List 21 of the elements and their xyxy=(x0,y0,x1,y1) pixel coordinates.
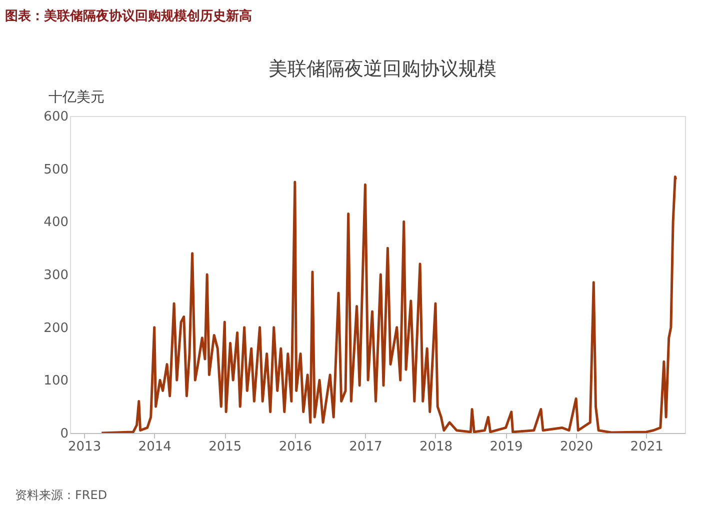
y-tick-label: 200 xyxy=(44,320,68,336)
x-tick-label: 2021 xyxy=(630,440,664,454)
y-axis-title: 十亿美元 xyxy=(48,90,104,106)
x-tick-label: 2015 xyxy=(208,440,242,454)
x-tick-label: 2013 xyxy=(68,440,102,454)
y-tick-label: 600 xyxy=(44,110,68,124)
y-tick-label: 400 xyxy=(44,215,68,230)
y-tick-label: 0 xyxy=(60,426,68,442)
x-tick-label: 2017 xyxy=(349,440,382,454)
x-tick-label: 2014 xyxy=(138,440,172,454)
y-tick-label: 500 xyxy=(44,162,68,178)
y-tick-label: 300 xyxy=(44,268,68,283)
x-tick-label: 2016 xyxy=(278,440,312,454)
y-tick-label: 100 xyxy=(44,374,68,389)
text: 图表：美联储隔夜协议回购规模创历史新高 xyxy=(5,8,252,24)
line-series xyxy=(100,176,678,433)
chart-title: 美联储隔夜逆回购协议规模 xyxy=(268,58,496,80)
x-tick-label: 2019 xyxy=(490,440,523,454)
text: 资料来源：FRED xyxy=(15,488,108,502)
x-tick-label: 2020 xyxy=(560,440,594,454)
x-tick-label: 2018 xyxy=(419,440,453,454)
